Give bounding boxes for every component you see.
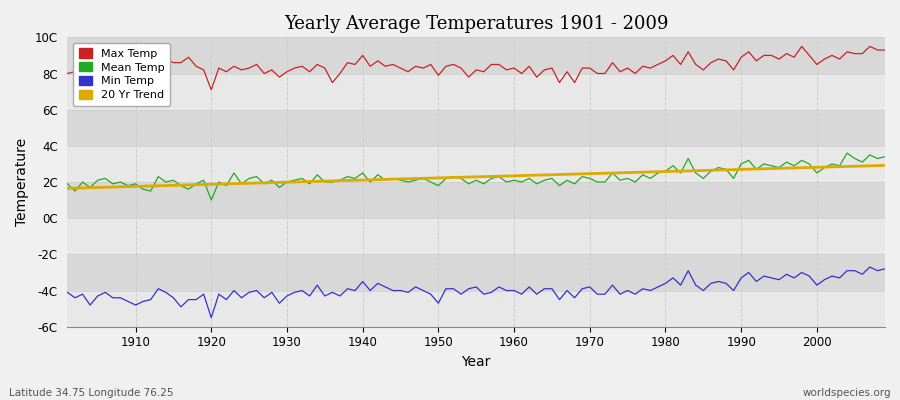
Bar — [68, 254, 885, 290]
Bar — [68, 218, 885, 254]
Bar — [68, 146, 885, 182]
Bar — [68, 37, 885, 74]
Text: worldspecies.org: worldspecies.org — [803, 388, 891, 398]
Bar — [68, 290, 885, 327]
Y-axis label: Temperature: Temperature — [15, 138, 29, 226]
Bar — [68, 74, 885, 110]
Title: Yearly Average Temperatures 1901 - 2009: Yearly Average Temperatures 1901 - 2009 — [284, 15, 669, 33]
Bar — [68, 110, 885, 146]
Legend: Max Temp, Mean Temp, Min Temp, 20 Yr Trend: Max Temp, Mean Temp, Min Temp, 20 Yr Tre… — [73, 43, 170, 106]
Text: Latitude 34.75 Longitude 76.25: Latitude 34.75 Longitude 76.25 — [9, 388, 174, 398]
X-axis label: Year: Year — [462, 355, 490, 369]
Bar — [68, 182, 885, 218]
